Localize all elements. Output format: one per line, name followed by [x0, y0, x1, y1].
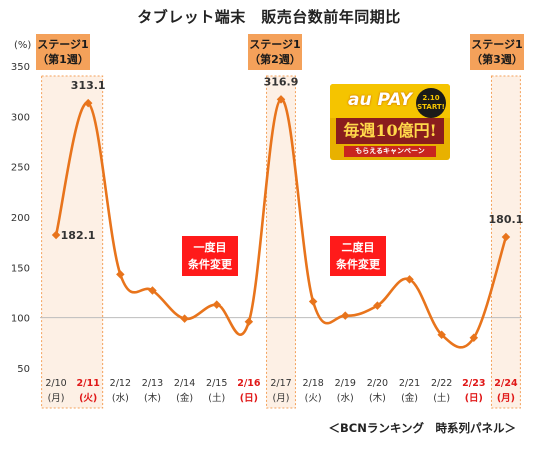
x-tick-weekday: (火): [79, 393, 97, 404]
y-tick-label: 300: [11, 112, 30, 123]
x-tick-label: 2/21: [399, 378, 420, 389]
x-tick-weekday: (木): [144, 392, 161, 404]
x-tick-label: 2/20: [367, 378, 388, 389]
start-date-badge: 2.10 START!: [416, 88, 446, 118]
note-second-change: 二度目 条件変更: [330, 236, 386, 276]
campaign-headline: 毎週10億円!: [336, 118, 444, 144]
note-first-change-line2: 条件変更: [188, 258, 232, 271]
stage-label-week2-line1: ステージ1: [249, 38, 301, 51]
x-tick-label: 2/12: [110, 378, 131, 389]
x-tick-weekday: (金): [176, 392, 193, 404]
data-label: 313.1: [71, 79, 106, 92]
data-point: [276, 95, 286, 104]
stage-region-2: [266, 75, 296, 409]
x-tick-weekday: (土): [208, 392, 225, 404]
data-point: [212, 300, 221, 309]
data-point: [437, 330, 446, 340]
stage-region-3: [490, 75, 521, 409]
x-tick-label: 2/14: [174, 378, 195, 389]
x-tick-label: 2/13: [142, 378, 163, 389]
x-tick-weekday: (火): [305, 393, 322, 404]
y-tick-label: 100: [11, 314, 30, 325]
data-label: 180.1: [489, 213, 524, 226]
data-point: [501, 232, 511, 242]
stage-label-week3: ステージ1 （第3週）: [470, 34, 524, 70]
x-tick-label: 2/16: [237, 378, 261, 389]
x-tick-label: 2/18: [302, 378, 323, 389]
y-tick-label: 50: [17, 364, 30, 375]
x-tick-weekday: (水): [112, 392, 129, 404]
data-point: [83, 98, 93, 108]
x-tick-weekday: (木): [369, 392, 386, 404]
stage-label-week3-line1: ステージ1: [471, 38, 523, 51]
badge-date: 2.10: [422, 94, 440, 102]
series-line: [54, 98, 508, 349]
x-tick-label: 2/23: [462, 378, 485, 389]
y-tick-label: 200: [11, 213, 30, 224]
source-note: ＜BCNランキング 時系列パネル＞: [328, 421, 516, 435]
x-tick-weekday: (日): [240, 393, 258, 404]
x-tick-weekday: (水): [337, 392, 354, 404]
note-first-change: 一度目 条件変更: [182, 236, 238, 276]
y-tick-label: 150: [11, 263, 30, 274]
data-point: [373, 301, 382, 310]
stage-label-week1: ステージ1 （第1週）: [36, 34, 90, 70]
x-tick-label: 2/22: [431, 378, 452, 389]
data-point: [405, 275, 414, 284]
data-label: 182.1: [61, 229, 96, 242]
data-point: [51, 230, 61, 240]
data-point: [148, 286, 157, 295]
x-tick-label: 2/11: [77, 378, 100, 389]
x-tick-label: 2/19: [335, 378, 356, 389]
data-point: [244, 317, 254, 326]
stage-label-week3-line2: （第3週）: [471, 53, 523, 66]
y-axis-unit: (%): [14, 40, 31, 51]
data-point: [469, 333, 479, 343]
x-tick-weekday: (土): [433, 392, 450, 404]
stage-label-week1-line2: （第1週）: [37, 53, 89, 66]
x-tick-label: 2/10: [45, 378, 66, 389]
stage-label-week1-line1: ステージ1: [37, 38, 89, 51]
data-point: [341, 311, 350, 320]
data-point: [180, 314, 189, 323]
au-pay-logo: au PAY: [348, 90, 412, 110]
stage-label-week2: ステージ1 （第2週）: [248, 34, 302, 70]
note-second-change-line1: 二度目: [341, 241, 375, 254]
x-tick-label: 2/24: [494, 378, 518, 389]
x-tick-label: 2/17: [270, 378, 291, 389]
x-tick-weekday: (金): [401, 392, 418, 404]
y-tick-label: 350: [11, 62, 30, 73]
note-first-change-line1: 一度目: [193, 241, 227, 254]
stage-region-1: [41, 75, 104, 409]
x-tick-weekday: (月): [48, 393, 65, 404]
data-label: 316.9: [264, 75, 299, 88]
campaign-subtitle: もらえるキャンペーン: [344, 146, 436, 157]
badge-start: START!: [417, 103, 445, 111]
stage-label-week2-line2: （第2週）: [249, 53, 301, 66]
note-second-change-line2: 条件変更: [336, 258, 380, 271]
data-point: [308, 297, 318, 306]
chart-title: タブレット端末 販売台数前年同期比: [137, 8, 401, 26]
x-tick-weekday: (月): [273, 393, 290, 404]
x-tick-weekday: (月): [497, 393, 515, 404]
y-tick-label: 250: [11, 163, 30, 174]
x-tick-label: 2/15: [206, 378, 227, 389]
x-tick-weekday: (日): [465, 393, 483, 404]
au-pay-campaign-banner: au PAY 2.10 START! 毎週10億円! もらえるキャンペーン: [330, 84, 450, 160]
data-point: [116, 270, 125, 279]
